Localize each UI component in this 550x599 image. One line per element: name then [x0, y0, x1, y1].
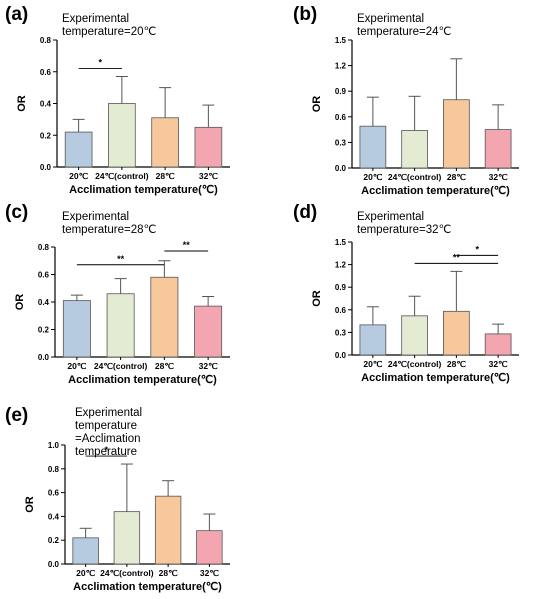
y-tick-label: 0.4 — [38, 298, 50, 307]
bar — [113, 511, 141, 565]
x-tick-label: 32℃ — [489, 172, 508, 182]
bar — [401, 130, 428, 169]
y-axis-label: OR — [24, 496, 36, 513]
x-tick-label: 20℃ — [69, 171, 88, 181]
panel-letter: (b) — [293, 4, 318, 25]
significance-label: * — [98, 58, 102, 68]
x-tick-label: 28℃ — [447, 172, 466, 182]
x-tick-label: 24℃(control) — [94, 361, 148, 371]
x-tick-label: 32℃ — [199, 171, 218, 181]
y-tick-label: 0.9 — [335, 283, 347, 292]
panel-title: Experimental temperature =Acclimation te… — [75, 407, 143, 458]
bar — [64, 131, 93, 168]
bar-chart-c: 0.0 0.2 0.4 0.6 0.8 20℃ 24℃(control) 28℃ 32℃ ** **… — [14, 240, 230, 386]
bar — [401, 315, 428, 356]
bar-chart-a: 0.0 0.2 0.4 0.6 0.8 20℃ 24℃(control) 28℃ 32℃ * OR A… — [16, 36, 230, 196]
y-tick-label: 0.8 — [38, 243, 50, 252]
y-tick-label: 0.0 — [335, 164, 347, 173]
bar-chart-b: 0.0 0.3 0.6 0.9 1.2 1.5 20℃ 24℃(control) 28℃ 32℃ O… — [311, 36, 519, 197]
x-tick-label: 28℃ — [155, 361, 174, 371]
bar — [194, 126, 223, 168]
y-tick-label: 0.2 — [48, 536, 60, 545]
significance-label: * — [104, 445, 108, 455]
y-axis-label: OR — [311, 290, 323, 307]
y-tick-label: 0.3 — [335, 138, 347, 147]
bar — [72, 537, 99, 565]
y-tick-label: 0.8 — [40, 36, 52, 45]
panel-title: Experimental temperature=20℃ — [62, 13, 157, 38]
x-axis-label: Acclimation temperature(℃) — [73, 581, 222, 593]
bar — [443, 310, 470, 356]
y-tick-label: 0.3 — [335, 328, 347, 337]
x-tick-label: 24℃(control) — [100, 568, 154, 578]
x-tick-label: 24℃(control) — [388, 172, 442, 182]
panel-title: Experimental temperature=32℃ — [357, 211, 452, 236]
y-tick-label: 0.6 — [335, 306, 347, 315]
x-tick-label: 28℃ — [156, 171, 175, 181]
bar-chart-d: 0.0 0.3 0.6 0.9 1.2 1.5 20℃ 24℃(control) 28℃ 32℃ *… — [311, 238, 519, 384]
y-tick-label: 1.2 — [335, 62, 347, 71]
y-tick-label: 0.8 — [48, 465, 60, 474]
x-axis-label: Acclimation temperature(℃) — [69, 184, 218, 196]
x-tick-label: 28℃ — [447, 359, 466, 369]
y-tick-label: 0.0 — [38, 353, 50, 362]
x-tick-label: 32℃ — [199, 361, 218, 371]
bar — [154, 495, 182, 565]
y-tick-label: 1.2 — [335, 261, 347, 270]
y-tick-label: 0.2 — [38, 326, 50, 335]
panel-title: Experimental temperature=28℃ — [62, 211, 157, 236]
panel-letter: (a) — [5, 4, 29, 25]
y-tick-label: 0.2 — [40, 131, 52, 140]
panel-title: Experimental temperature=24℃ — [357, 13, 452, 38]
bar — [484, 333, 512, 356]
panel-letter: (c) — [5, 202, 29, 223]
bar — [150, 276, 179, 358]
bar — [194, 305, 223, 358]
y-tick-label: 1.0 — [48, 441, 60, 450]
x-axis-label: Acclimation temperature(℃) — [68, 374, 217, 386]
y-tick-label: 0.6 — [38, 271, 50, 280]
panel-letter: (e) — [5, 405, 29, 426]
y-tick-label: 0.6 — [40, 68, 52, 77]
x-tick-label: 28℃ — [159, 568, 178, 578]
significance-label: ** — [117, 254, 125, 264]
x-axis-label: Acclimation temperature(℃) — [361, 372, 510, 384]
y-tick-label: 0.6 — [48, 489, 60, 498]
bar — [196, 530, 223, 565]
y-tick-label: 0.6 — [335, 113, 347, 122]
bar — [106, 293, 135, 358]
bar-chart-e: 0.0 0.2 0.4 0.6 0.8 1.0 20℃ 24℃(control) 28℃ 32℃ *… — [24, 441, 230, 593]
bar — [62, 300, 91, 358]
y-tick-label: 1.5 — [335, 238, 347, 247]
bar — [359, 125, 387, 169]
x-axis-label: Acclimation temperature(℃) — [361, 185, 510, 197]
y-tick-label: 0.0 — [335, 351, 347, 360]
x-tick-label: 20℃ — [363, 359, 382, 369]
x-tick-label: 20℃ — [67, 361, 86, 371]
significance-label: * — [475, 244, 479, 254]
x-tick-label: 20℃ — [363, 172, 382, 182]
bar — [484, 129, 512, 169]
x-tick-label: 24℃(control) — [388, 359, 442, 369]
x-tick-label: 24℃(control) — [95, 171, 149, 181]
y-axis-label: OR — [16, 95, 28, 112]
y-tick-label: 0.9 — [335, 87, 347, 96]
y-tick-label: 0.4 — [40, 100, 52, 109]
y-tick-label: 0.0 — [40, 163, 52, 172]
bar — [108, 103, 136, 168]
x-tick-label: 20℃ — [76, 568, 95, 578]
bar — [443, 99, 470, 169]
bar — [359, 324, 387, 356]
x-tick-label: 32℃ — [200, 568, 219, 578]
y-tick-label: 0.4 — [48, 512, 60, 521]
y-axis-label: OR — [311, 96, 323, 113]
significance-label: ** — [453, 252, 461, 262]
bar — [151, 117, 179, 168]
y-tick-label: 1.5 — [335, 36, 347, 45]
panel-letter: (d) — [293, 202, 318, 223]
significance-label: ** — [183, 240, 191, 250]
y-axis-label: OR — [14, 294, 26, 311]
x-tick-label: 32℃ — [489, 359, 508, 369]
y-tick-label: 0.0 — [48, 560, 60, 569]
